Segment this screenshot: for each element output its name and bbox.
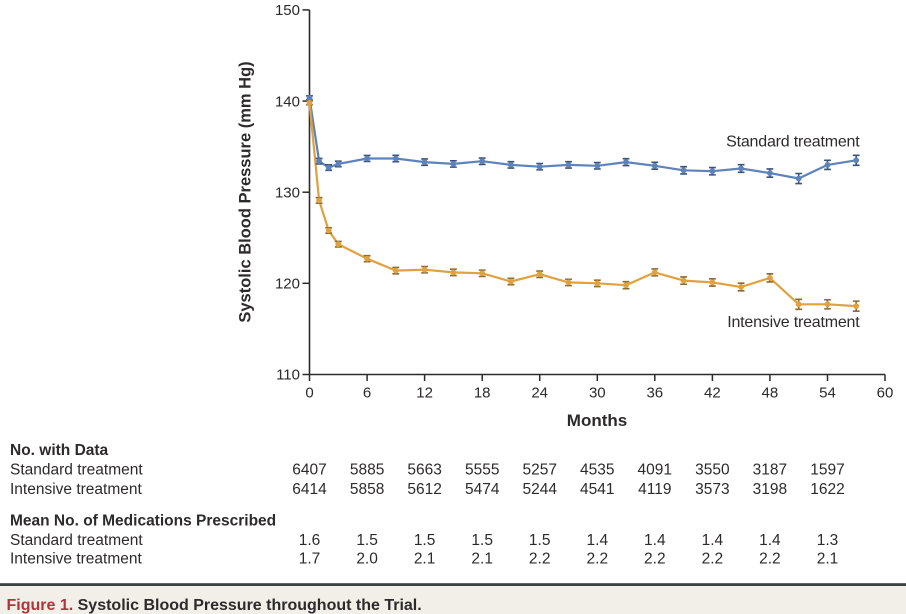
svg-text:5858: 5858 (350, 481, 384, 498)
svg-text:1.3: 1.3 (817, 532, 839, 549)
svg-text:5663: 5663 (407, 462, 441, 479)
svg-text:2.2: 2.2 (702, 551, 724, 568)
svg-text:120: 120 (275, 276, 300, 293)
svg-text:6414: 6414 (292, 481, 327, 498)
svg-text:0: 0 (305, 385, 313, 402)
svg-text:Figure 1. Systolic Blood Press: Figure 1. Systolic Blood Pressure throug… (7, 597, 422, 614)
svg-text:5612: 5612 (407, 481, 441, 498)
svg-text:36: 36 (646, 385, 663, 402)
svg-text:5244: 5244 (522, 481, 557, 498)
svg-text:1597: 1597 (810, 462, 844, 479)
svg-text:5885: 5885 (350, 462, 384, 479)
svg-text:1.4: 1.4 (702, 532, 724, 549)
svg-text:3550: 3550 (695, 462, 730, 479)
svg-text:5257: 5257 (522, 462, 556, 479)
svg-text:2.2: 2.2 (759, 551, 781, 568)
svg-text:1.5: 1.5 (356, 532, 378, 549)
svg-text:150: 150 (275, 2, 300, 19)
svg-text:24: 24 (531, 385, 548, 402)
svg-text:2.0: 2.0 (356, 551, 378, 568)
svg-text:1.5: 1.5 (529, 532, 551, 549)
svg-text:Mean No. of Medications Prescr: Mean No. of Medications Prescribed (10, 513, 276, 530)
svg-text:1.5: 1.5 (471, 532, 493, 549)
svg-text:Systolic Blood Pressure (mm Hg: Systolic Blood Pressure (mm Hg) (237, 61, 255, 322)
svg-text:42: 42 (704, 385, 721, 402)
svg-text:130: 130 (275, 184, 300, 201)
svg-text:2.1: 2.1 (471, 551, 493, 568)
svg-text:2.1: 2.1 (414, 551, 436, 568)
svg-text:2.2: 2.2 (644, 551, 666, 568)
svg-text:4119: 4119 (638, 481, 671, 498)
svg-text:48: 48 (762, 385, 779, 402)
svg-text:1.4: 1.4 (587, 532, 609, 549)
svg-text:5555: 5555 (465, 462, 499, 479)
svg-text:6: 6 (363, 385, 371, 402)
svg-text:1.6: 1.6 (299, 532, 321, 549)
svg-text:110: 110 (276, 367, 300, 384)
svg-text:Intensive treatment: Intensive treatment (10, 481, 143, 498)
svg-text:6407: 6407 (292, 462, 326, 479)
svg-text:60: 60 (877, 385, 894, 402)
svg-text:4091: 4091 (638, 462, 672, 479)
svg-text:Standard treatment: Standard treatment (726, 134, 860, 151)
svg-text:Intensive treatment: Intensive treatment (10, 551, 143, 568)
svg-text:No. with Data: No. with Data (10, 442, 109, 459)
svg-text:1.4: 1.4 (759, 532, 781, 549)
svg-text:Months: Months (567, 411, 627, 430)
svg-text:Standard treatment: Standard treatment (10, 462, 143, 479)
svg-text:1.4: 1.4 (644, 532, 666, 549)
svg-text:2.1: 2.1 (817, 551, 839, 568)
svg-text:Standard treatment: Standard treatment (10, 532, 143, 549)
svg-text:2.2: 2.2 (587, 551, 609, 568)
svg-text:54: 54 (819, 385, 836, 402)
svg-text:140: 140 (275, 93, 300, 110)
svg-text:30: 30 (589, 385, 606, 402)
svg-text:3198: 3198 (753, 481, 787, 498)
svg-text:2.2: 2.2 (529, 551, 551, 568)
svg-text:4541: 4541 (580, 481, 614, 498)
svg-text:4535: 4535 (580, 462, 614, 479)
svg-text:5474: 5474 (465, 481, 500, 498)
svg-text:Intensive treatment: Intensive treatment (727, 314, 860, 331)
svg-text:18: 18 (474, 385, 491, 402)
svg-text:3573: 3573 (695, 481, 729, 498)
svg-text:3187: 3187 (753, 462, 787, 479)
svg-text:1622: 1622 (810, 481, 844, 498)
svg-text:1.5: 1.5 (414, 532, 436, 549)
svg-text:12: 12 (416, 385, 433, 402)
svg-text:1.7: 1.7 (299, 551, 321, 568)
